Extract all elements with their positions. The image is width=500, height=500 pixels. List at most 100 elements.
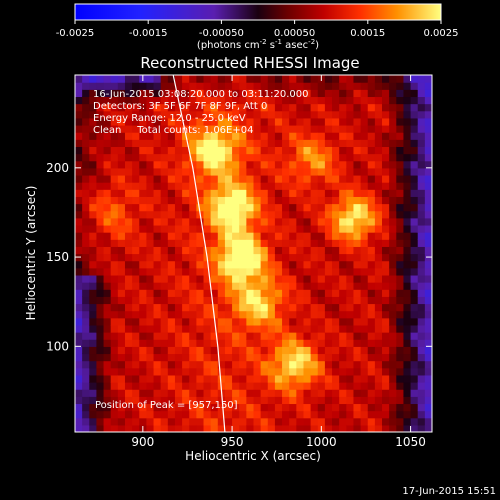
heatmap-cell [160, 253, 169, 262]
heatmap-cell [210, 139, 219, 147]
heatmap-cell [82, 224, 90, 233]
heatmap-cell [353, 260, 362, 269]
heatmap-cell [353, 146, 362, 155]
heatmap-cell [82, 410, 90, 419]
heatmap-cell [160, 117, 169, 126]
heatmap-cell [296, 282, 305, 290]
heatmap-cell [239, 203, 247, 212]
heatmap-cell [382, 353, 390, 362]
heatmap-cell [217, 360, 226, 369]
heatmap-cell [324, 82, 333, 90]
heatmap-cell [346, 424, 355, 432]
heatmap-cell [303, 367, 312, 376]
heatmap-cell [424, 174, 432, 183]
heatmap-cell [82, 182, 90, 190]
heatmap-cell [353, 167, 362, 176]
heatmap-cell [382, 403, 390, 412]
heatmap-cell [360, 96, 369, 105]
heatmap-cell [317, 96, 326, 105]
heatmap-cell [382, 82, 390, 90]
heatmap-cell [189, 332, 197, 340]
heatmap-cell [217, 146, 226, 155]
heatmap-cell [253, 403, 262, 412]
heatmap-cell [339, 239, 347, 247]
heatmap-cell [260, 117, 269, 126]
heatmap-cell [339, 217, 347, 226]
heatmap-cell [239, 403, 247, 412]
heatmap-cell [89, 153, 98, 162]
heatmap-cell [417, 317, 426, 326]
x-axis-label: Heliocentric X (arcsec) [185, 449, 321, 463]
heatmap-cell [403, 417, 412, 426]
heatmap-cell [132, 124, 140, 133]
heatmap-cell [282, 410, 290, 419]
heatmap-cell [260, 217, 269, 226]
heatmap-cell [374, 332, 383, 340]
heatmap-cell [317, 167, 326, 176]
heatmap-cell [389, 367, 397, 376]
heatmap-cell [124, 196, 133, 205]
heatmap-cell [296, 274, 305, 283]
heatmap-cell [103, 382, 112, 390]
heatmap-cell [139, 196, 147, 205]
heatmap-cell [124, 160, 133, 169]
heatmap-cell [303, 196, 312, 205]
heatmap-cell [389, 360, 397, 369]
heatmap-cell [317, 189, 326, 197]
heatmap-cell [110, 410, 119, 419]
heatmap-cell [410, 396, 419, 405]
heatmap-cell [396, 274, 405, 283]
heatmap-cell [382, 282, 390, 290]
heatmap-cell [182, 303, 190, 312]
heatmap-cell [182, 174, 190, 183]
heatmap-cell [174, 146, 183, 155]
heatmap-cell [75, 132, 83, 140]
heatmap-cell [232, 260, 240, 269]
heatmap-cell [367, 146, 376, 155]
heatmap-cell [310, 310, 319, 319]
heatmap-cell [203, 82, 212, 90]
heatmap-cell [353, 153, 362, 162]
heatmap-cell [282, 239, 290, 247]
heatmap-cell [139, 296, 147, 305]
heatmap-cell [160, 75, 169, 83]
heatmap-cell [403, 239, 412, 247]
heatmap-cell [332, 96, 340, 105]
heatmap-cell [353, 75, 362, 83]
heatmap-cell [410, 239, 419, 247]
heatmap-cell [239, 210, 247, 219]
heatmap-cell [253, 374, 262, 383]
heatmap-cell [103, 396, 112, 405]
heatmap-cell [367, 132, 376, 140]
heatmap-cell [124, 82, 133, 90]
heatmap-cell [117, 110, 126, 119]
heatmap-cell [217, 203, 226, 212]
heatmap-cell [396, 403, 405, 412]
heatmap-cell [75, 274, 83, 283]
heatmap-cell [146, 317, 155, 326]
heatmap-cell [103, 210, 112, 219]
heatmap-cell [267, 139, 276, 147]
heatmap-cell [89, 146, 98, 155]
heatmap-cell [117, 317, 126, 326]
heatmap-cell [96, 296, 105, 305]
heatmap-cell [160, 124, 169, 133]
heatmap-cell [232, 82, 240, 90]
heatmap-cell [353, 353, 362, 362]
heatmap-cell [360, 403, 369, 412]
heatmap-cell [139, 360, 147, 369]
heatmap-cell [346, 339, 355, 347]
heatmap-cell [160, 382, 169, 390]
heatmap-cell [317, 317, 326, 326]
heatmap-cell [389, 389, 397, 397]
heatmap-cell [260, 367, 269, 376]
heatmap-cell [424, 367, 432, 376]
heatmap-cell [153, 339, 162, 347]
heatmap-cell [310, 410, 319, 419]
heatmap-cell [324, 124, 333, 133]
heatmap-cell [374, 367, 383, 376]
heatmap-cell [260, 139, 269, 147]
heatmap-cell [96, 389, 105, 397]
heatmap-cell [317, 403, 326, 412]
heatmap-cell [417, 332, 426, 340]
